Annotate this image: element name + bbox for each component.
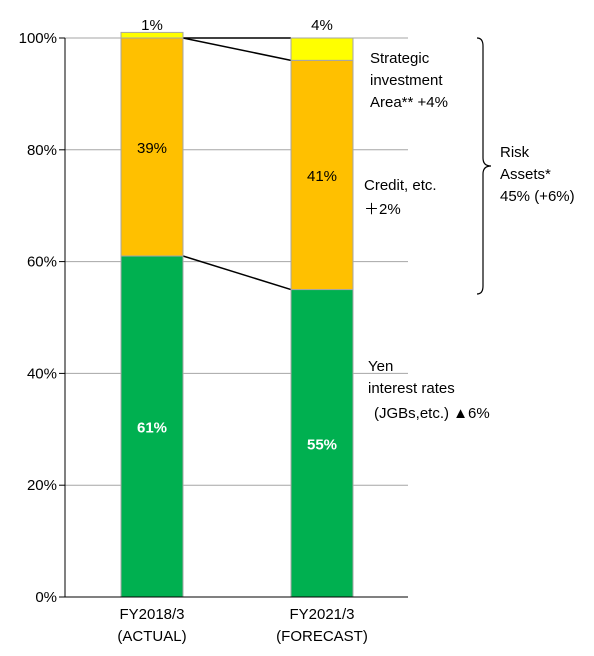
value-label-credit-0: 39% xyxy=(137,140,167,157)
x-tick-label: FY2018/3 xyxy=(119,606,184,623)
y-tick-label: 100% xyxy=(19,30,57,47)
annotation-risk: Assets* xyxy=(500,166,551,183)
annotation-strategic: Strategic xyxy=(370,50,430,67)
annotation-yen: interest rates xyxy=(368,380,455,397)
connector-layer xyxy=(182,37,292,291)
annotation-strategic: investment xyxy=(370,72,443,89)
connector-line xyxy=(182,255,292,291)
annotation-credit: ＋2% xyxy=(364,201,401,218)
annotation-yen: (JGBs,etc.) ▲6% xyxy=(374,405,490,422)
value-label-credit-1: 41% xyxy=(307,168,337,185)
value-label-strategic-1: 4% xyxy=(311,17,333,34)
y-tick-label: 20% xyxy=(27,477,57,494)
label-layer: 61% 39% 1% 55% 41% 4% xyxy=(137,17,337,453)
bar-yen-1 xyxy=(290,289,354,598)
bar-layer xyxy=(120,31,354,598)
annotation-credit: Credit, etc. xyxy=(364,177,437,194)
x-tick-label: (ACTUAL) xyxy=(117,628,186,645)
connector-line xyxy=(182,37,292,62)
y-tick-label: 0% xyxy=(35,589,57,606)
risk-assets-brace xyxy=(476,37,492,295)
annotation-strategic: Area** +4% xyxy=(370,94,448,111)
bar-credit-0 xyxy=(120,37,184,257)
grid-layer xyxy=(65,37,408,486)
annotation-risk: Risk xyxy=(500,144,530,161)
x-tick-label: FY2021/3 xyxy=(289,606,354,623)
annotation-risk: 45% (+6%) xyxy=(500,188,575,205)
annotation-yen: Yen xyxy=(368,358,393,375)
value-label-strategic-0: 1% xyxy=(141,17,163,34)
y-tick-label: 60% xyxy=(27,254,57,271)
annotation-layer: Strategic investment Area** +4% Credit, etc… xyxy=(364,37,575,422)
bar-strategic-0 xyxy=(120,31,184,39)
x-tick-label: (FORECAST) xyxy=(276,628,368,645)
axis-layer: 0% 20% 40% 60% 80% 100% FY2018/3 (ACTUAL) FY2021… xyxy=(19,30,408,645)
bar-strategic-1 xyxy=(290,37,354,61)
y-tick-label: 80% xyxy=(27,142,57,159)
y-tick-label: 40% xyxy=(27,365,57,382)
value-label-yen-1: 55% xyxy=(307,436,337,453)
value-label-yen-0: 61% xyxy=(137,420,167,437)
